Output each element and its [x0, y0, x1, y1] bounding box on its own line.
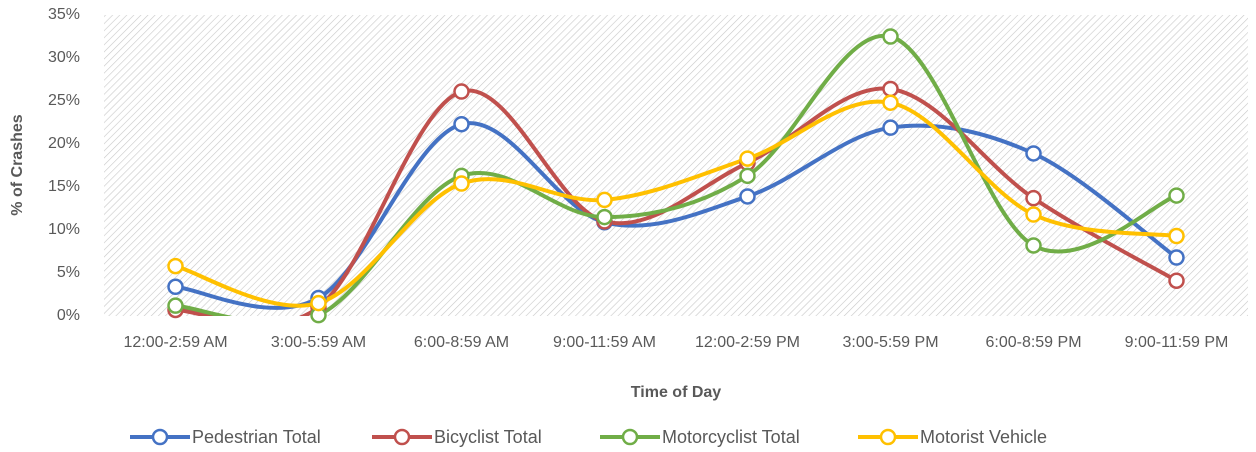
marker	[1025, 237, 1042, 254]
y-tick-label: 10%	[48, 221, 80, 238]
plot-lines	[173, 33, 1179, 316]
x-tick-label: 6:00-8:59 PM	[985, 334, 1081, 351]
y-tick-label: 15%	[48, 178, 80, 195]
marker	[882, 119, 899, 136]
y-tick-label: 5%	[57, 264, 80, 281]
x-tick-label: 9:00-11:59 AM	[553, 334, 656, 351]
plot-area	[104, 15, 1248, 316]
marker	[739, 150, 756, 167]
marker	[1168, 249, 1185, 266]
x-tick-label: 12:00-2:59 PM	[695, 334, 800, 351]
marker	[739, 188, 756, 205]
marker	[167, 257, 184, 275]
x-axis-title: Time of Day	[631, 384, 722, 401]
series-line	[173, 121, 1179, 310]
x-tick-label: 12:00-2:59 AM	[123, 334, 227, 351]
marker	[596, 208, 613, 226]
marker	[167, 278, 184, 296]
marker	[1168, 187, 1185, 204]
marker	[1025, 189, 1042, 207]
legend-marker	[151, 428, 169, 446]
legend-label: Motorcyclist Total	[662, 427, 800, 447]
marker	[453, 83, 470, 100]
x-tick-label: 6:00-8:59 AM	[414, 334, 509, 351]
series-line	[173, 86, 1179, 316]
series-line	[173, 99, 1179, 308]
marker	[1025, 206, 1042, 223]
legend-label: Bicyclist Total	[434, 427, 542, 447]
series-line	[173, 33, 1179, 316]
marker	[1025, 145, 1042, 162]
legend-label: Motorist Vehicle	[920, 427, 1047, 447]
x-tick-label: 3:00-5:59 PM	[842, 334, 938, 351]
marker	[453, 175, 470, 192]
marker	[882, 94, 899, 111]
marker	[1168, 227, 1185, 245]
marker	[453, 115, 470, 133]
legend-label: Pedestrian Total	[192, 427, 321, 447]
legend-marker	[879, 428, 897, 446]
x-tick-label: 3:00-5:59 AM	[271, 334, 366, 351]
y-tick-label: 20%	[48, 135, 80, 152]
legend-marker	[621, 428, 639, 446]
marker	[1168, 272, 1185, 289]
y-tick-label: 35%	[48, 6, 80, 23]
legend-marker	[393, 428, 411, 446]
marker	[310, 294, 327, 312]
x-tick-label: 9:00-11:59 PM	[1125, 334, 1229, 351]
marker	[882, 28, 899, 45]
y-tick-label: 0%	[57, 307, 80, 324]
y-tick-label: 25%	[48, 92, 80, 109]
y-axis-title: % of Crashes	[9, 114, 26, 215]
y-tick-label: 30%	[48, 49, 80, 66]
marker	[167, 297, 184, 314]
marker	[596, 191, 613, 209]
marker	[739, 167, 756, 185]
marker	[882, 80, 899, 98]
